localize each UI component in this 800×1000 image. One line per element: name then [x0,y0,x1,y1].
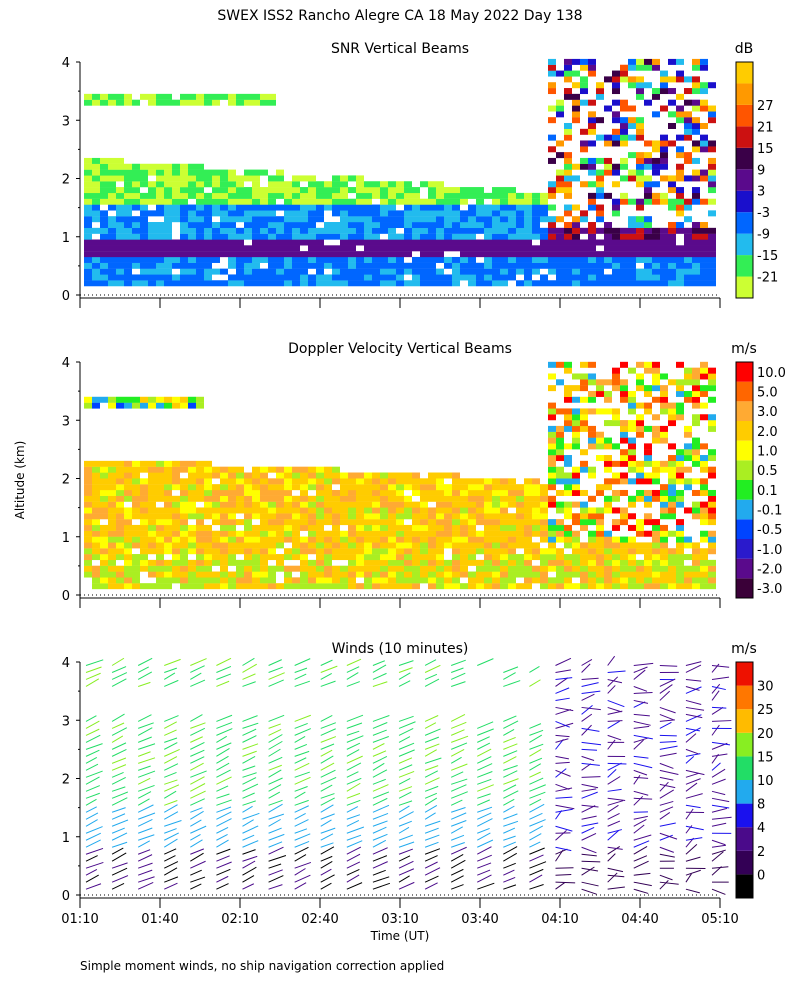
panel-2-units: m/s [731,341,757,357]
colorbar-label: 21 [757,120,774,135]
colorbar-label: -9 [757,228,770,243]
x-tick-label: 03:40 [461,912,498,927]
colorbar-label: -2.0 [757,563,782,578]
panel-3-data [85,655,732,895]
colorbar-label: 0 [757,868,765,883]
x-axis-label: Time (UT) [370,929,430,943]
x-tick-label: 05:10 [701,912,738,927]
colorbar-label: 4 [757,821,765,836]
panel-3-title: Winds (10 minutes) [332,641,469,657]
panel-3-units: m/s [731,641,757,657]
panel-1-colorbar: -21 -15 -9 -3 3 9 15 21 27 [735,61,778,299]
panel-2-colorbar: 10.0 5.0 3.0 2.0 1.0 0.5 0.1 -0.1 -0.5 -1.0 -2.0 -3… [735,361,786,599]
panel-3-y-tick-label: 1 [62,831,70,846]
colorbar-label: 15 [757,142,774,157]
colorbar-label: 15 [757,750,774,765]
panel-2-y-tick-label: 1 [62,531,70,546]
panel-3-colorbar: 0 2 4 8 10 15 20 25 30 [735,661,774,899]
x-tick-label: 02:10 [221,912,258,927]
panel-1-y-tick-label: 4 [62,56,70,71]
colorbar-label: 0.5 [757,464,778,479]
panel-2-y-tick-label: 4 [62,356,70,371]
colorbar-label: -0.1 [757,504,782,519]
colorbar-label: 1.0 [757,445,778,460]
colorbar-label: 5.0 [757,386,778,401]
x-tick-label: 03:10 [381,912,418,927]
panel-1-y-tick-label: 2 [62,173,70,188]
panel-1-data [84,58,716,287]
panel-2: 0 1 2 3 4 10.0 5.0 3.0 2.0 1.0 0.5 0.1 -0.1 -0.5 -1.0 -… [62,356,786,608]
colorbar-label: 0.1 [757,484,778,499]
x-tick-label: 04:40 [621,912,658,927]
colorbar-label: 10 [757,774,774,789]
colorbar-label: 9 [757,163,765,178]
panel-1-y-tick-label: 0 [62,289,70,304]
x-tick-label: 02:40 [301,912,338,927]
colorbar-label: 3 [757,185,765,200]
panel-1: 0 1 2 3 4 -21 -15 -9 -3 3 9 15 21 27 [62,56,778,308]
panel-2-y-tick-label: 3 [62,414,70,429]
colorbar-label: -15 [757,249,778,264]
panel-1-y-tick-label: 3 [62,114,70,129]
x-tick-label: 01:40 [141,912,178,927]
panel-1-y-tick-label: 1 [62,231,70,246]
panel-3-y-tick-label: 3 [62,714,70,729]
x-tick-label: 01:10 [61,912,98,927]
colorbar-label: 20 [757,727,774,742]
colorbar-label: 8 [757,798,765,813]
panel-3-y-tick-label: 4 [62,656,70,671]
colorbar-label: 3.0 [757,405,778,420]
colorbar-label: 2.0 [757,425,778,440]
panel-2-title: Doppler Velocity Vertical Beams [288,341,512,357]
colorbar-label: -0.5 [757,523,782,538]
panel-2-y-tick-label: 0 [62,589,70,604]
panel-3-y-tick-label: 2 [62,773,70,788]
colorbar-label: -3 [757,206,770,221]
panel-3: 0 1 2 3 4 01:10 01:40 02:10 02:40 03:10 03:40 04:10… [61,655,774,927]
colorbar-label: -1.0 [757,543,782,558]
colorbar-label: 2 [757,845,765,860]
colorbar-label: 10.0 [757,366,786,381]
figure-title: SWEX ISS2 Rancho Alegre CA 18 May 2022 D… [217,8,582,24]
colorbar-label: 30 [757,680,774,695]
x-tick-label: 04:10 [541,912,578,927]
panel-1-units: dB [735,41,754,57]
colorbar-label: 27 [757,99,774,114]
panel-2-data [84,361,716,590]
panel-1-title: SNR Vertical Beams [331,41,469,57]
colorbar-label: -3.0 [757,582,782,597]
footnote: Simple moment winds, no ship navigation … [80,959,444,973]
colorbar-label: 25 [757,703,774,718]
y-axis-label: Altitude (km) [13,441,27,520]
panel-3-y-tick-label: 0 [62,889,70,904]
panel-2-y-tick-label: 2 [62,473,70,488]
colorbar-label: -21 [757,271,778,286]
